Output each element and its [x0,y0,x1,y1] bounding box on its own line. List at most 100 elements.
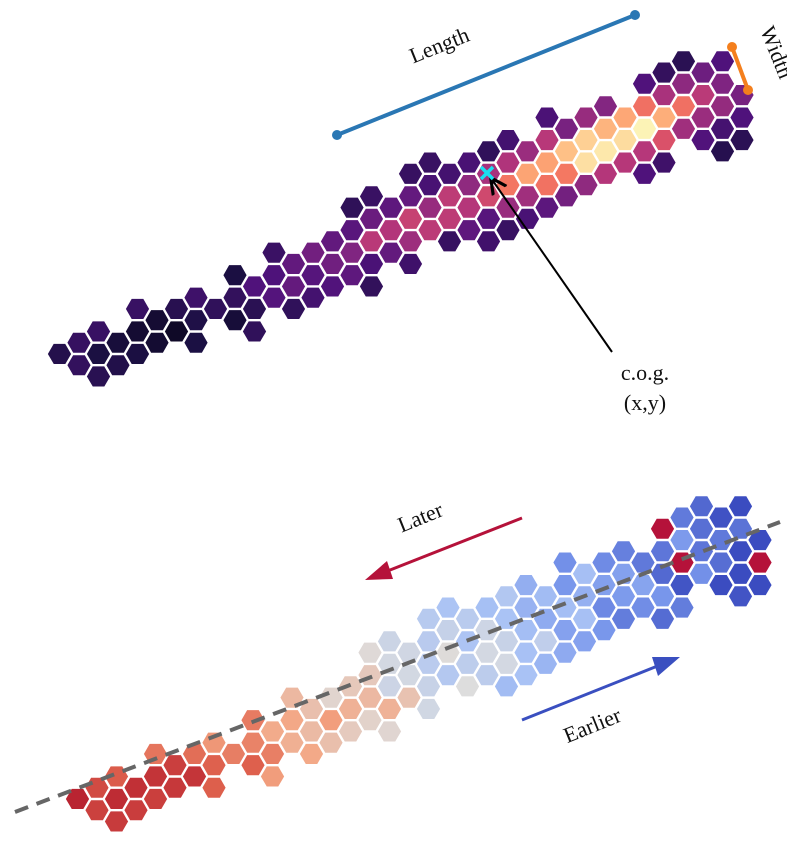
pixel [671,73,696,94]
pixel [145,332,170,353]
pixel [632,73,657,94]
pixel [320,276,345,297]
pixel [398,208,423,229]
pixel [670,507,695,528]
pixel [260,721,285,742]
pixel [515,141,540,162]
pixel [164,321,189,342]
pixel [299,743,324,764]
pixel [689,496,714,517]
pixel [515,186,540,207]
pixel [106,355,131,376]
pixel [652,152,677,173]
pixel [85,800,110,821]
pixel [593,118,618,139]
pixel [418,174,443,195]
pixel [554,118,579,139]
pixel [359,186,384,207]
pixel [710,141,735,162]
pixel [358,710,383,731]
pixel [553,642,578,663]
earlier-arrowhead [652,657,680,676]
pixel [691,84,716,105]
width-end [727,42,737,52]
pixel [475,597,500,618]
pixel [416,631,441,652]
pixel [574,107,599,128]
pixel [533,631,558,652]
pixel [514,665,539,686]
pixel [340,220,365,241]
pixel [514,574,539,595]
pixel [671,51,696,72]
pixel [377,698,402,719]
pixel [418,197,443,218]
pixel [728,518,753,539]
pixel [338,698,363,719]
pixel [670,597,695,618]
later-arrowhead [365,561,393,580]
pixel [319,732,344,753]
pixel [457,220,482,241]
pixel [632,141,657,162]
pixel [301,242,326,263]
pixel [260,743,285,764]
pixel [730,129,755,150]
pixel [358,687,383,708]
pixel [377,676,402,697]
pixel [572,631,597,652]
pixel [379,220,404,241]
width-end [743,85,753,95]
pixel [301,287,326,308]
pixel [67,332,92,353]
pixel [416,608,441,629]
pixel [476,186,501,207]
pixel [514,642,539,663]
pixel [124,777,149,798]
pixel [554,141,579,162]
pixel [359,231,384,252]
pixel [319,710,344,731]
pixel [86,343,111,364]
pixel [613,129,638,150]
pixel [143,788,168,809]
pixel [613,107,638,128]
pixel [398,231,423,252]
pixel [554,163,579,184]
pixel [221,743,246,764]
pixel [494,631,519,652]
pixel [671,118,696,139]
pixel [125,343,150,364]
pixel [145,310,170,331]
pixel [730,107,755,128]
pixel [338,721,363,742]
pixel [86,321,111,342]
pixel [436,619,461,640]
pixel [340,197,365,218]
pixel [611,608,636,629]
pixel [650,541,675,562]
pixel [728,541,753,562]
pixel [299,721,324,742]
pixel [280,732,305,753]
pixel [281,298,306,319]
pixel [592,552,617,573]
pixel [143,766,168,787]
pixel [242,276,267,297]
pixel [223,265,248,286]
pixel [418,220,443,241]
pixel [533,653,558,674]
pixel [494,586,519,607]
pixel [455,676,480,697]
pixel [632,96,657,117]
pixel [631,552,656,573]
pixel [652,129,677,150]
pixel [574,129,599,150]
pixel [379,242,404,263]
pixel [533,608,558,629]
pixel [670,529,695,550]
pixel [476,208,501,229]
length-end [630,10,640,20]
pixel [182,743,207,764]
pixel [85,777,110,798]
